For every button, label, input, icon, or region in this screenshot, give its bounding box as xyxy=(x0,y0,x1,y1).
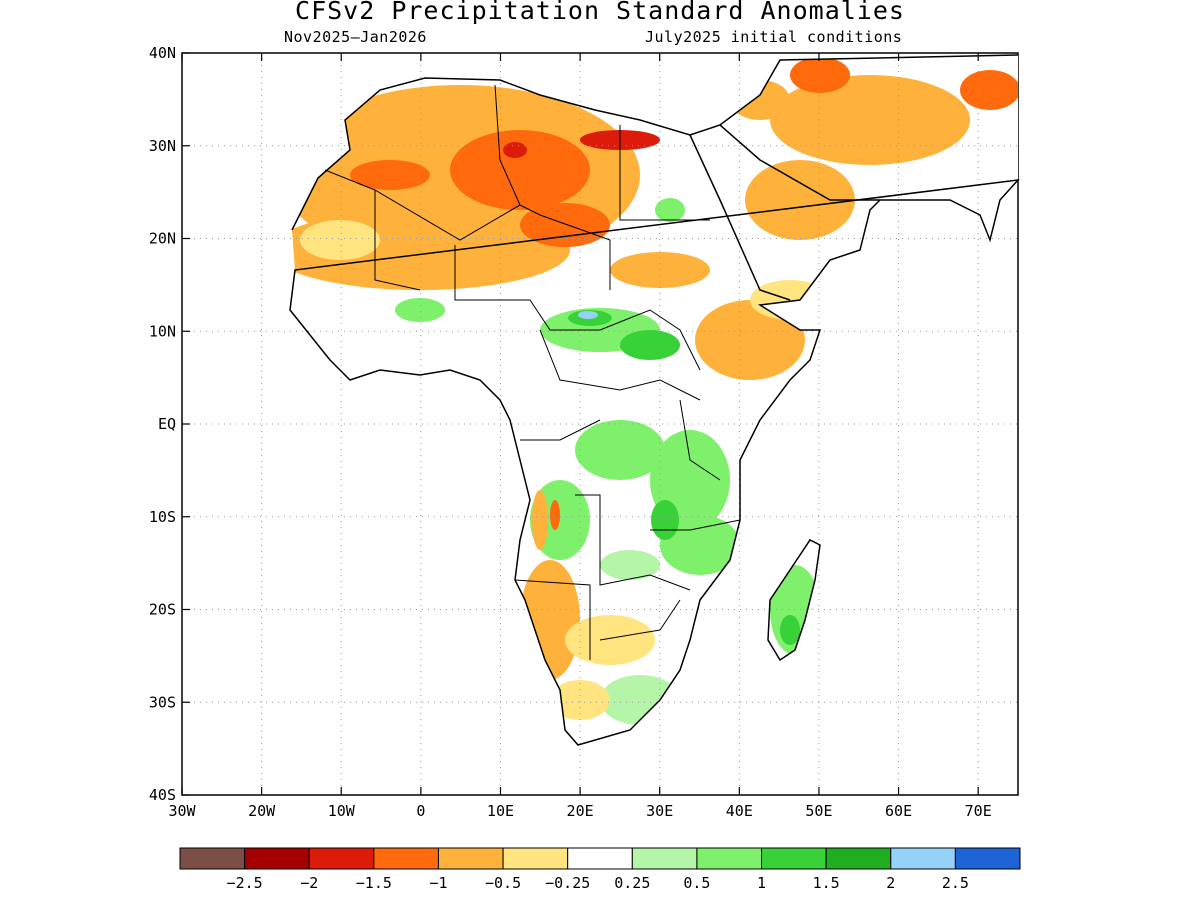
forecast-period: Nov2025–Jan2026 xyxy=(284,28,427,46)
coastlines xyxy=(289,54,1020,746)
colorbar-swatch xyxy=(373,847,439,870)
lon-tick-label: 70E xyxy=(965,802,992,820)
lon-tick-label: 30W xyxy=(168,802,196,820)
colorbar-swatch xyxy=(954,847,1021,870)
colorbar-swatch xyxy=(696,847,763,870)
lon-tick-label: 50E xyxy=(805,802,832,820)
map-gridlines xyxy=(182,53,1018,795)
latitude-labels: 40N 30N 20N 10N EQ 10S 20S 30S 40S xyxy=(149,44,176,804)
colorbar xyxy=(179,847,1021,870)
colorbar-label: 1.5 xyxy=(813,874,840,892)
lon-tick-label: 10E xyxy=(487,802,514,820)
colorbar-swatch xyxy=(502,847,569,870)
lon-tick-label: 30E xyxy=(646,802,673,820)
initial-conditions: July2025 initial conditions xyxy=(645,28,903,46)
colorbar-label: −2.5 xyxy=(227,874,263,892)
colorbar-label: 0.25 xyxy=(614,874,650,892)
colorbar-label: 0.5 xyxy=(683,874,710,892)
colorbar-swatch xyxy=(437,847,504,870)
lat-tick-label: 20S xyxy=(149,601,176,619)
map-title: CFSv2 Precipitation Standard Anomalies xyxy=(295,0,905,25)
colorbar-label: −1.5 xyxy=(356,874,392,892)
colorbar-swatch xyxy=(631,847,698,870)
lon-tick-label: 40E xyxy=(726,802,753,820)
lon-tick-label: 20E xyxy=(567,802,594,820)
colorbar-swatch xyxy=(567,847,633,870)
colorbar-swatch xyxy=(308,847,375,870)
colorbar-swatch xyxy=(179,847,246,870)
colorbar-label: −1 xyxy=(429,874,447,892)
lon-tick-label: 10W xyxy=(328,802,356,820)
longitude-labels: 30W 20W 10W 0 10E 20E 30E 40E 50E 60E 70E xyxy=(168,802,991,820)
lon-tick-label: 60E xyxy=(885,802,912,820)
lat-tick-label: EQ xyxy=(158,415,176,433)
lat-tick-label: 40N xyxy=(149,44,176,62)
lon-tick-label: 20W xyxy=(248,802,276,820)
lat-tick-label: 10N xyxy=(149,322,176,340)
colorbar-swatch xyxy=(761,847,827,870)
colorbar-swatch xyxy=(890,847,956,870)
lat-tick-label: 30N xyxy=(149,137,176,155)
lat-tick-label: 40S xyxy=(149,786,176,804)
colorbar-label: 1 xyxy=(757,874,766,892)
lat-tick-label: 30S xyxy=(149,693,176,711)
lon-tick-label: 0 xyxy=(416,802,425,820)
colorbar-swatch xyxy=(825,847,892,870)
colorbar-label: 2 xyxy=(886,874,895,892)
colorbar-label: −2 xyxy=(300,874,318,892)
lat-tick-label: 10S xyxy=(149,508,176,526)
lat-tick-label: 20N xyxy=(149,230,176,248)
colorbar-label: −0.25 xyxy=(545,874,590,892)
colorbar-label: 2.5 xyxy=(942,874,969,892)
colorbar-swatch xyxy=(244,847,310,870)
axis-ticks xyxy=(181,52,979,796)
country-borders xyxy=(324,84,741,660)
colorbar-labels: −2.5 −2 −1.5 −1 −0.5 −0.25 0.25 0.5 1 1.5 2 2.5 xyxy=(227,874,969,892)
colorbar-label: −0.5 xyxy=(485,874,521,892)
